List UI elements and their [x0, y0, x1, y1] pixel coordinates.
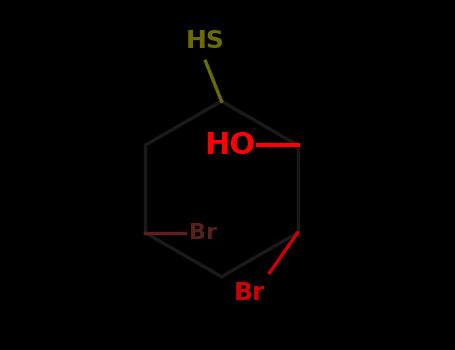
Text: HO: HO: [204, 131, 256, 160]
Text: HS: HS: [186, 29, 225, 53]
Text: Br: Br: [189, 223, 217, 243]
Text: Br: Br: [234, 281, 266, 305]
